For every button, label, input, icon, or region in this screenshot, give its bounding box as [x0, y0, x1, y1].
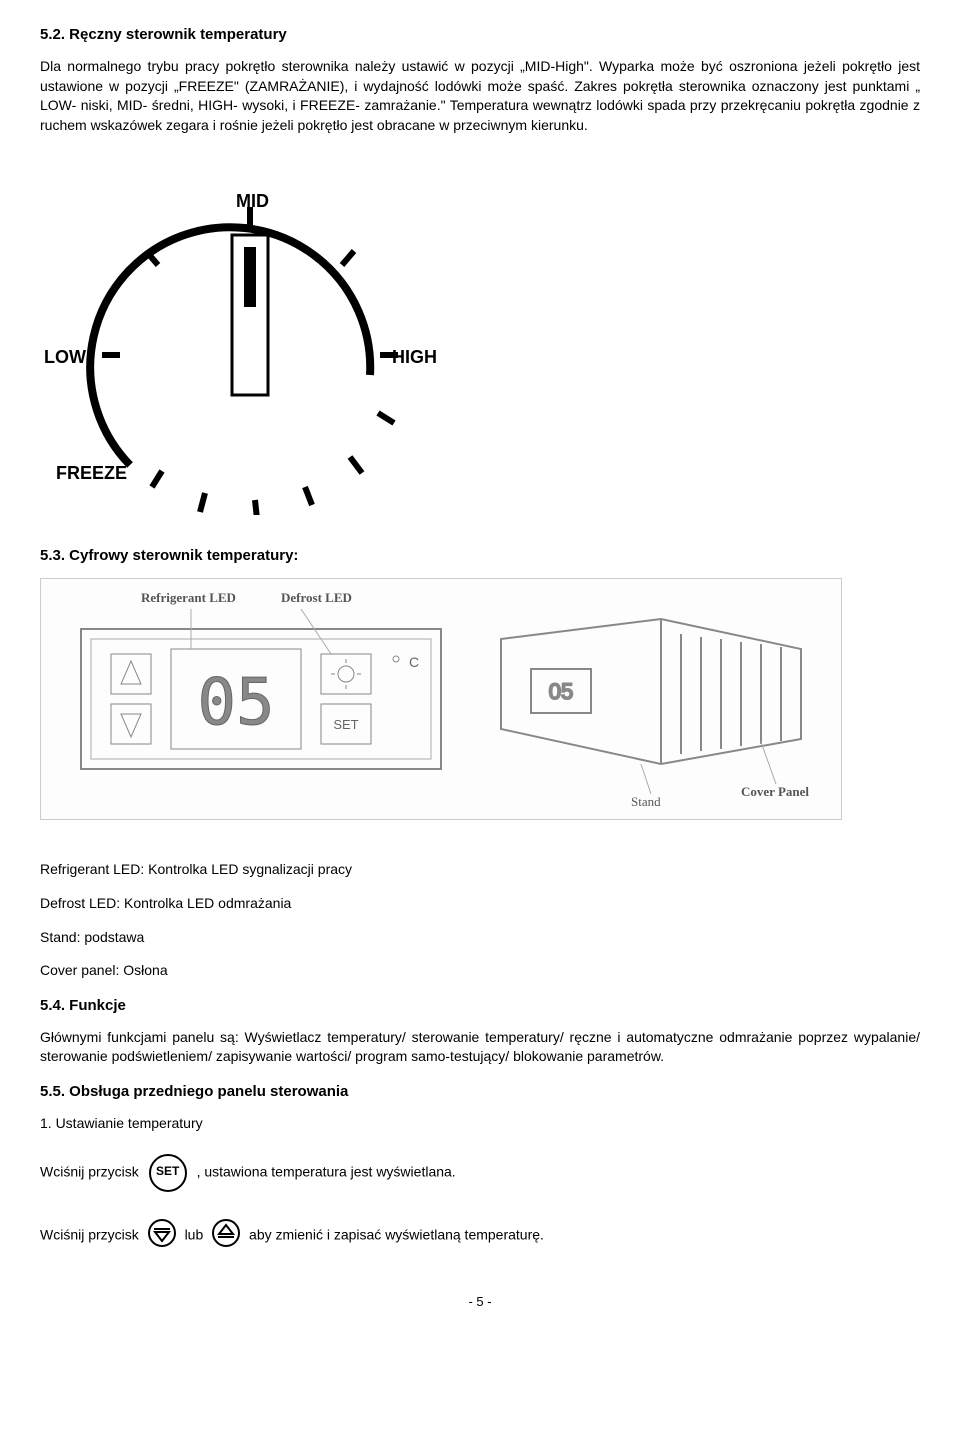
- para-5-4: Głównymi funkcjami panelu są: Wyświetlac…: [40, 1028, 920, 1067]
- heading-5-5: 5.5. Obsługa przedniego panelu sterowani…: [40, 1081, 920, 1102]
- set-button-icon: SET: [149, 1154, 187, 1192]
- heading-5-3: 5.3. Cyfrowy sterownik temperatury:: [40, 545, 920, 566]
- def-cover: Cover panel: Osłona: [40, 961, 920, 981]
- dial-label-mid: MID: [236, 189, 269, 214]
- up-arrow-icon: [211, 1218, 241, 1254]
- press-label-2: Wciśnij przycisk: [40, 1226, 139, 1242]
- label-cover-panel: Cover Panel: [741, 783, 809, 801]
- press-label-1: Wciśnij przycisk: [40, 1163, 139, 1179]
- dial-label-low: LOW: [44, 345, 86, 370]
- dial-label-freeze: FREEZE: [56, 461, 127, 486]
- controller-panel-diagram: 05 SET C 05: [40, 578, 842, 820]
- controller-svg: 05 SET C 05: [41, 579, 841, 819]
- label-stand: Stand: [631, 793, 661, 811]
- para-5-2: Dla normalnego trybu pracy pokrętło ster…: [40, 57, 920, 135]
- instruction-line-1: Wciśnij przycisk SET , ustawiona tempera…: [40, 1154, 920, 1192]
- svg-text:SET: SET: [333, 717, 358, 732]
- controller-figure: 05 SET C 05: [40, 578, 920, 820]
- svg-text:05: 05: [549, 679, 573, 704]
- svg-text:05: 05: [197, 666, 274, 740]
- heading-5-4: 5.4. Funkcje: [40, 995, 920, 1016]
- instruction-line-2: Wciśnij przycisk lub aby zmienić i zapis…: [40, 1218, 920, 1254]
- heading-5-2: 5.2. Ręczny sterownik temperatury: [40, 24, 920, 45]
- page-number: - 5 -: [40, 1293, 920, 1311]
- definitions-list: Refrigerant LED: Kontrolka LED sygnaliza…: [40, 860, 920, 980]
- def-refrigerant: Refrigerant LED: Kontrolka LED sygnaliza…: [40, 860, 920, 880]
- sub-5-5-1: 1. Ustawianie temperatury: [40, 1114, 920, 1134]
- after-set-text: , ustawiona temperatura jest wyświetlana…: [197, 1163, 456, 1179]
- svg-text:C: C: [409, 654, 419, 670]
- dial-label-high: HIGH: [392, 345, 437, 370]
- after-arrows-text: aby zmienić i zapisać wyświetlaną temper…: [249, 1226, 544, 1242]
- dial-diagram: MID LOW HIGH FREEZE: [40, 155, 420, 515]
- or-label: lub: [185, 1226, 204, 1242]
- def-defrost: Defrost LED: Kontrolka LED odmrażania: [40, 894, 920, 914]
- label-refrigerant-led: Refrigerant LED: [141, 589, 236, 607]
- def-stand: Stand: podstawa: [40, 928, 920, 948]
- down-arrow-icon: [147, 1218, 177, 1254]
- dial-figure: MID LOW HIGH FREEZE: [40, 155, 920, 515]
- label-defrost-led: Defrost LED: [281, 589, 352, 607]
